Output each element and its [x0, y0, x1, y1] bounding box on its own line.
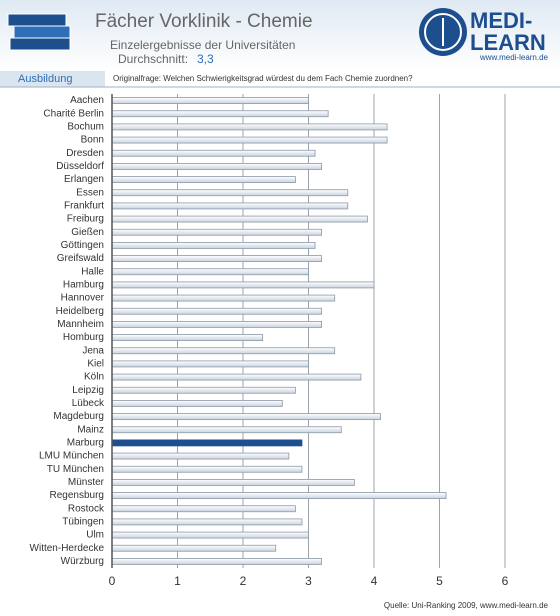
bar [111, 439, 303, 447]
bar [111, 505, 296, 513]
y-tick-label: Tübingen [62, 517, 104, 528]
section-tab [0, 71, 105, 87]
x-tick-label: 5 [436, 574, 443, 588]
y-tick-label: Charité Berlin [43, 108, 104, 119]
y-tick-label: Halle [81, 266, 104, 277]
y-tick-label: Hamburg [63, 280, 104, 291]
y-tick-label: LMU München [39, 451, 104, 462]
x-tick-label: 1 [174, 574, 181, 588]
y-tick-label: Gießen [71, 227, 104, 238]
y-tick-label: Homburg [63, 332, 104, 343]
y-tick-label: Essen [76, 187, 104, 198]
bar [111, 479, 355, 486]
bar [111, 360, 309, 368]
x-tick-label: 0 [109, 574, 116, 588]
bar [111, 544, 277, 552]
y-tick-label: Frankfurt [64, 201, 104, 212]
bar [111, 400, 283, 407]
source: Quelle: Uni-Ranking 2009, www.medi-learn… [384, 601, 549, 610]
bar [111, 228, 323, 236]
x-tick-label: 2 [240, 574, 247, 588]
y-tick-label: Freiburg [67, 214, 104, 225]
logo-url: www.medi-learn.de [479, 53, 549, 62]
y-tick-label: Düsseldorf [56, 161, 104, 172]
y-tick-label: Regensburg [50, 490, 104, 501]
y-tick-label: Witten-Herdecke [30, 543, 105, 554]
x-tick-label: 6 [502, 574, 509, 588]
bar [111, 321, 323, 328]
bar [111, 255, 323, 262]
bar [111, 163, 323, 170]
y-tick-label: Hannover [61, 293, 105, 304]
y-tick-label: Bochum [67, 122, 104, 133]
book-icon [7, 13, 71, 51]
x-tick-label: 4 [371, 574, 378, 588]
x-tick-label: 3 [305, 574, 312, 588]
subtitle: Einzelergebnisse der Universitäten [110, 38, 295, 52]
y-tick-label: Marburg [67, 438, 104, 449]
bar [111, 202, 349, 210]
y-tick-label: TU München [47, 464, 104, 475]
y-tick-label: Ulm [86, 530, 104, 541]
y-tick-label: Leipzig [72, 385, 104, 396]
y-tick-label: Erlangen [64, 174, 104, 185]
bar [111, 97, 309, 104]
y-tick-label: Münster [68, 477, 105, 488]
bar [111, 149, 316, 157]
bar [111, 334, 264, 341]
bar [111, 307, 323, 315]
bar [111, 518, 303, 526]
question: Originalfrage: Welchen Schwierigkeitsgra… [113, 74, 413, 83]
bar [111, 558, 323, 565]
bar [111, 242, 316, 249]
bar [111, 386, 296, 394]
bar [111, 492, 447, 499]
bar [111, 413, 381, 420]
bar [111, 123, 388, 131]
y-tick-label: Aachen [70, 95, 104, 106]
y-tick-label: Magdeburg [53, 411, 104, 422]
bar [111, 452, 290, 460]
y-tick-label: Kiel [87, 359, 104, 370]
y-tick-label: Mannheim [57, 319, 104, 330]
bar [111, 531, 309, 539]
section: Ausbildung [18, 73, 72, 85]
average-value: 3,3 [197, 52, 214, 66]
y-tick-label: Jena [82, 345, 104, 356]
bar [111, 373, 362, 381]
y-tick-label: Dresden [66, 148, 104, 159]
bar [111, 347, 336, 355]
bar [111, 136, 388, 144]
bar [111, 110, 329, 118]
y-tick-label: Greifswald [57, 253, 104, 264]
bar [111, 215, 368, 223]
y-tick-label: Rostock [68, 503, 105, 514]
bar [111, 176, 296, 183]
logo-line2: LEARN [470, 30, 546, 55]
logo-line1: MEDI- [470, 8, 532, 33]
bar [111, 189, 349, 197]
bar [111, 294, 336, 302]
title: Fächer Vorklinik - Chemie [95, 11, 313, 32]
y-tick-label: Mainz [77, 424, 104, 435]
bar [111, 281, 375, 289]
logo: MEDI- LEARN www.medi-learn.de [419, 8, 549, 62]
y-tick-label: Bonn [81, 135, 104, 146]
y-tick-label: Lübeck [72, 398, 105, 409]
y-tick-label: Göttingen [61, 240, 104, 251]
y-tick-label: Köln [84, 372, 104, 383]
y-tick-label: Würzburg [61, 556, 104, 567]
bar [111, 465, 303, 473]
average-label: Durchschnitt: [118, 52, 188, 66]
bar [111, 268, 309, 276]
bar [111, 426, 342, 434]
y-tick-label: Heidelberg [56, 306, 104, 317]
